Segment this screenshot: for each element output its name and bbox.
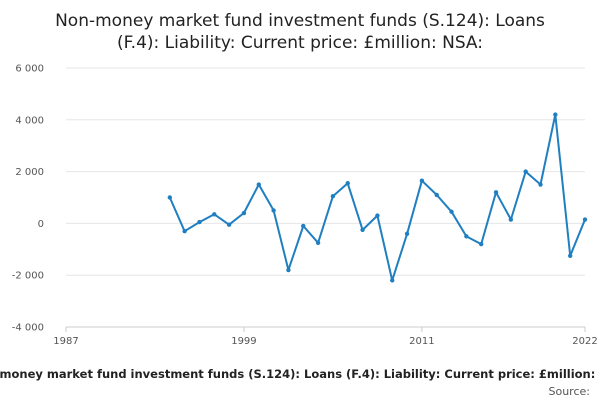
legend: Non-money market fund investment funds (… bbox=[0, 367, 600, 381]
data-point[interactable] bbox=[434, 192, 439, 198]
data-point[interactable] bbox=[419, 178, 425, 183]
data-point[interactable] bbox=[212, 212, 217, 217]
data-point[interactable] bbox=[582, 217, 588, 222]
source-label: Source: bbox=[549, 385, 591, 398]
legend-label: Non-money market fund investment funds (… bbox=[0, 367, 600, 381]
data-point[interactable] bbox=[286, 267, 291, 273]
data-point[interactable] bbox=[479, 241, 484, 247]
chart-title-line-1: Non-money market fund investment funds (… bbox=[55, 11, 545, 31]
data-point[interactable] bbox=[271, 208, 276, 213]
y-tick-label: 2 000 bbox=[15, 167, 44, 178]
x-tick-label: 1999 bbox=[231, 336, 256, 347]
data-point[interactable] bbox=[538, 182, 543, 187]
chart-title: Non-money market fund investment funds (… bbox=[55, 11, 545, 53]
data-point[interactable] bbox=[523, 169, 528, 174]
data-point[interactable] bbox=[241, 210, 247, 216]
series-group bbox=[167, 112, 588, 283]
y-tick-label: -2 000 bbox=[12, 271, 44, 282]
data-point[interactable] bbox=[553, 112, 558, 117]
y-tick-label: 0 bbox=[38, 219, 44, 230]
data-point[interactable] bbox=[345, 181, 350, 186]
data-point[interactable] bbox=[197, 219, 202, 225]
data-point[interactable] bbox=[375, 213, 380, 218]
x-tick-label: 2022 bbox=[572, 336, 597, 347]
data-point[interactable] bbox=[508, 217, 514, 222]
y-tick-label: 4 000 bbox=[15, 115, 44, 126]
chart-title-line-2: (F.4): Liability: Current price: £millio… bbox=[117, 33, 483, 53]
data-point[interactable] bbox=[167, 195, 172, 200]
data-point[interactable] bbox=[567, 253, 573, 258]
data-point[interactable] bbox=[493, 190, 499, 195]
data-point[interactable] bbox=[330, 194, 336, 199]
series-line bbox=[168, 113, 586, 282]
grid-lines bbox=[66, 67, 585, 328]
y-axis-tick-labels: -4 000 -2 000 0 2 000 4 000 6 000 bbox=[12, 64, 44, 334]
y-tick-label: 6 000 bbox=[15, 64, 44, 75]
data-point[interactable] bbox=[464, 234, 469, 239]
x-axis: 1987 1999 2011 2022 bbox=[53, 326, 598, 347]
x-tick-label: 1987 bbox=[53, 336, 78, 347]
data-point[interactable] bbox=[315, 240, 321, 246]
data-point[interactable] bbox=[182, 228, 187, 234]
y-tick-label: -4 000 bbox=[12, 323, 44, 334]
data-point[interactable] bbox=[226, 222, 232, 227]
x-tick-label: 2011 bbox=[409, 336, 434, 347]
data-point[interactable] bbox=[256, 182, 261, 187]
data-point[interactable] bbox=[390, 278, 395, 283]
data-point[interactable] bbox=[404, 231, 410, 236]
data-point[interactable] bbox=[360, 227, 365, 233]
data-point[interactable] bbox=[449, 209, 454, 214]
data-point[interactable] bbox=[301, 223, 306, 229]
